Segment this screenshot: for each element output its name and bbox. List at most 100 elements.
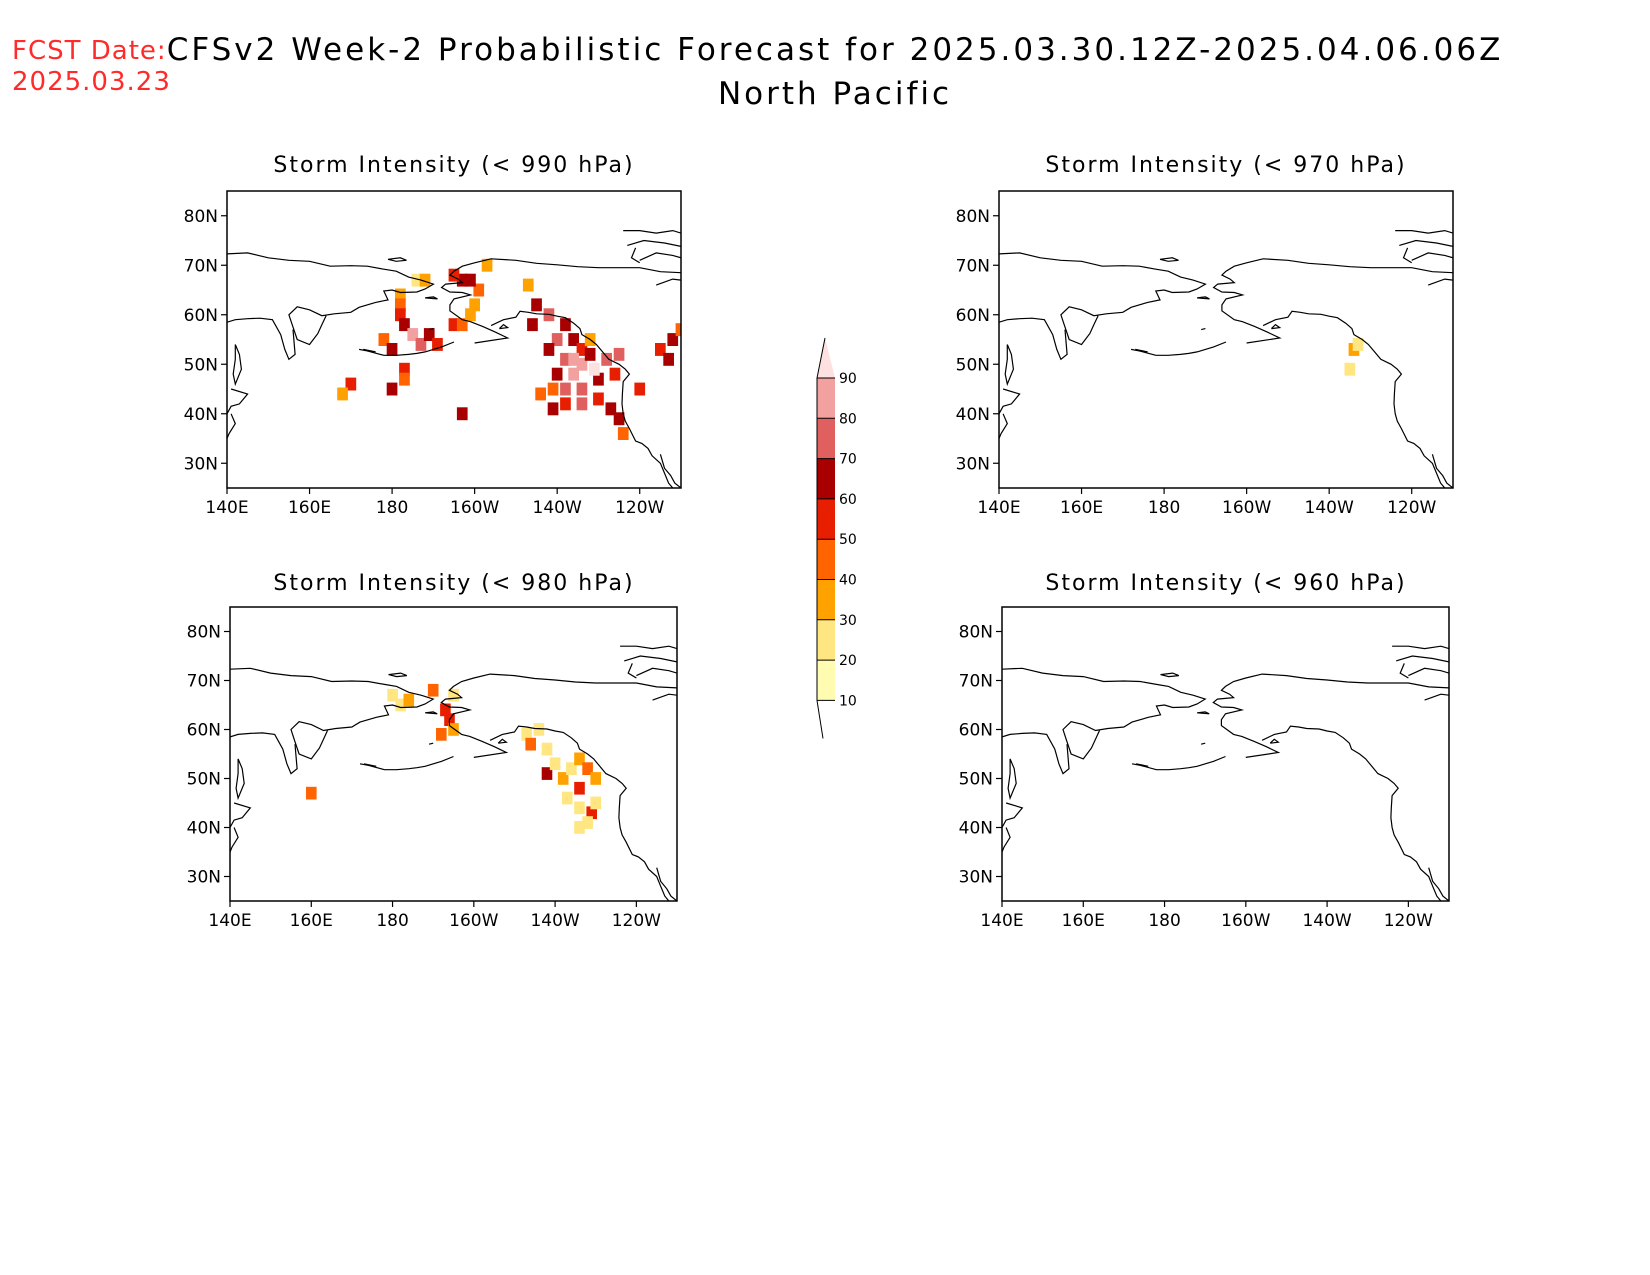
lon-tick-label: 180 xyxy=(376,911,408,931)
probability-fill xyxy=(337,258,681,440)
probability-cell xyxy=(667,333,679,346)
colorbar-swatch xyxy=(817,539,835,580)
coastline-segment xyxy=(230,802,252,828)
lon-tick-label: 140W xyxy=(530,911,579,931)
colorbar-swatch xyxy=(817,660,835,701)
probability-cell xyxy=(582,762,593,775)
coastline xyxy=(227,229,681,488)
lat-tick-label: 70N xyxy=(184,256,218,276)
lon-tick-label: 180 xyxy=(1148,498,1180,518)
coastline-segment xyxy=(227,388,249,415)
colorbar-label: 40 xyxy=(839,573,857,589)
probability-cell xyxy=(576,357,588,371)
coastline-segment xyxy=(655,278,681,286)
forecast-date-label: FCST Date: xyxy=(12,36,167,66)
coastline-segment xyxy=(425,711,438,715)
coastline-segment xyxy=(636,667,677,677)
coastline-segment xyxy=(227,317,296,361)
lat-tick-label: 60N xyxy=(187,721,221,741)
coastline xyxy=(999,229,1453,488)
lon-tick-label: 140E xyxy=(208,911,251,931)
coastline-segment xyxy=(1402,247,1413,264)
lat-tick-label: 40N xyxy=(187,819,221,839)
lon-tick-label: 120W xyxy=(612,911,661,931)
probability-cell xyxy=(574,781,585,795)
panel-990-hpa: Storm Intensity (< 990 hPa) 140E 160E 180 1… xyxy=(184,153,682,518)
coastline-segment xyxy=(358,341,455,356)
coastline-segment xyxy=(1201,328,1206,331)
coastline-segment xyxy=(652,693,677,701)
coastline-segment xyxy=(440,258,681,344)
probability-cell xyxy=(399,318,410,332)
probability-cell xyxy=(675,323,681,337)
lon-tick-label: 140E xyxy=(977,498,1020,518)
coastline-segment xyxy=(1159,257,1179,262)
lon-tick-label: 140W xyxy=(1305,498,1354,518)
probability-cell xyxy=(576,382,588,396)
colorbar-label: 10 xyxy=(839,693,857,709)
probability-cell xyxy=(568,367,579,381)
axis-ticks: 140E 160E 180 160W 140W 120W 80N 70N 60N 50N 40N 30… xyxy=(184,207,665,518)
probability-cell xyxy=(1344,362,1356,376)
probability-cell xyxy=(386,343,398,356)
probability-cell xyxy=(590,772,601,785)
coastline-segment xyxy=(1262,310,1446,488)
lat-tick-label: 50N xyxy=(956,355,990,375)
coastline-segment xyxy=(1002,667,1207,760)
lon-tick-label: 180 xyxy=(1148,911,1180,931)
probability-cell xyxy=(522,278,534,292)
probability-cell xyxy=(574,752,585,766)
coastline-segment xyxy=(1408,667,1449,677)
probability-cell xyxy=(568,333,579,346)
probability-cell xyxy=(574,821,585,834)
lon-tick-label: 140W xyxy=(1302,911,1351,931)
coastline-segment xyxy=(1130,341,1227,356)
probability-cell xyxy=(574,801,585,815)
coastline-segment xyxy=(1002,732,1070,775)
map-frame xyxy=(226,190,682,489)
probability-cell xyxy=(395,698,406,712)
axis-ticks: 140E 160E 180 160W 140W 120W 80N 70N 60N 50N 40N 30… xyxy=(187,623,662,932)
forecast-date-value: 2025.03.23 xyxy=(12,67,171,97)
probability-cell xyxy=(568,352,579,366)
coastline-segment xyxy=(363,763,377,767)
coastline-segment xyxy=(1212,673,1449,758)
lat-tick-label: 30N xyxy=(956,454,990,474)
probability-cell xyxy=(535,387,546,401)
probability-cell xyxy=(634,382,646,396)
colorbar-label: 30 xyxy=(839,613,857,629)
coastline-segment xyxy=(620,645,677,650)
probability-cell xyxy=(609,367,621,381)
lon-tick-label: 120W xyxy=(615,498,664,518)
probability-fill xyxy=(306,683,601,834)
probability-cell xyxy=(386,382,398,396)
coastline-segment xyxy=(230,667,435,760)
probability-cell xyxy=(549,757,561,771)
coastline-segment xyxy=(1197,711,1210,715)
lat-tick-label: 70N xyxy=(959,672,993,692)
panel-980-hpa: Storm Intensity (< 980 hPa) 140E 160E 180 1… xyxy=(187,571,678,932)
probability-cell xyxy=(655,343,666,356)
coastline-segment xyxy=(363,348,376,353)
coastline-segment xyxy=(359,755,454,771)
lat-tick-label: 80N xyxy=(184,207,218,227)
probability-cell xyxy=(456,407,468,421)
probability-cell xyxy=(521,728,532,741)
colorbar-label: 60 xyxy=(839,492,857,508)
probability-cell xyxy=(605,402,617,416)
colorbar-top-arrow xyxy=(817,338,835,378)
colorbar-swatch xyxy=(817,418,835,459)
probability-cell xyxy=(432,338,443,351)
colorbar-label: 70 xyxy=(839,452,857,468)
coastline-segment xyxy=(659,454,681,488)
coastline-segment xyxy=(235,758,245,801)
lat-tick-label: 60N xyxy=(959,721,993,741)
probability-cell xyxy=(613,412,625,426)
probability-cell xyxy=(465,273,476,287)
probability-cell xyxy=(533,723,545,736)
coastline-segment xyxy=(1135,763,1149,767)
coastline-segment xyxy=(230,827,239,853)
probability-cell xyxy=(473,283,485,297)
probability-cell xyxy=(560,352,571,366)
probability-cell xyxy=(617,427,629,440)
